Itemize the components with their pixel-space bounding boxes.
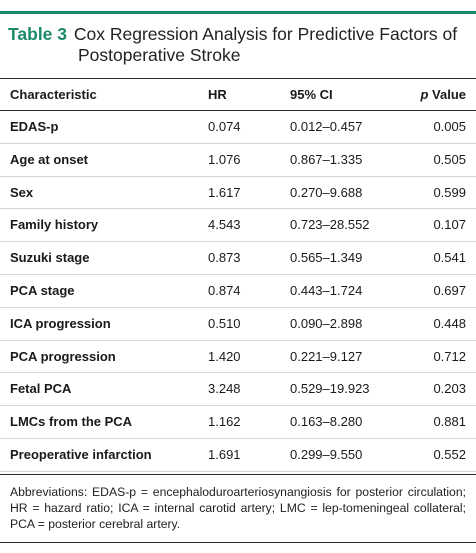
table-title-line1: Cox Regression Analysis for Predictive F… bbox=[73, 24, 458, 44]
cell-p-value: 0.712 bbox=[433, 348, 466, 364]
cell-ci: 0.163–8.280 bbox=[290, 414, 363, 430]
cell-p-value: 0.599 bbox=[433, 184, 466, 200]
table-bottom-rule bbox=[0, 474, 476, 475]
cell-characteristic: Suzuki stage bbox=[10, 250, 90, 266]
cell-ci: 0.299–9.550 bbox=[290, 446, 363, 462]
cell-ci: 0.443–1.724 bbox=[290, 282, 363, 298]
cell-ci: 0.012–0.457 bbox=[290, 119, 363, 134]
table-row: Family history 4.543 0.723–28.552 0.107 bbox=[0, 209, 476, 243]
table-row: PCA stage 0.874 0.443–1.724 0.697 bbox=[0, 275, 476, 308]
table-label: Table 3 bbox=[8, 24, 68, 44]
table-caption: Table 3 Cox Regression Analysis for Pred… bbox=[8, 24, 468, 66]
header-ci: 95% CI bbox=[290, 87, 333, 102]
cell-ci: 0.723–28.552 bbox=[290, 217, 370, 233]
cell-characteristic: ICA progression bbox=[10, 315, 111, 331]
cell-hr: 1.691 bbox=[208, 446, 241, 462]
header-p-rest: Value bbox=[428, 87, 466, 102]
table-title-line2: Postoperative Stroke bbox=[78, 45, 241, 65]
cell-p-value: 0.005 bbox=[433, 119, 466, 134]
table-row: EDAS-p 0.074 0.012–0.457 0.005 bbox=[0, 111, 476, 144]
cell-ci: 0.221–9.127 bbox=[290, 348, 363, 364]
header-hr: HR bbox=[208, 87, 227, 102]
cell-characteristic: Age at onset bbox=[10, 151, 89, 167]
cell-p-value: 0.697 bbox=[433, 282, 466, 298]
cell-hr: 1.420 bbox=[208, 348, 241, 364]
cell-hr: 1.076 bbox=[208, 151, 241, 167]
cell-p-value: 0.203 bbox=[433, 381, 466, 397]
cell-characteristic: Family history bbox=[10, 217, 99, 233]
table-row: LMCs from the PCA 1.162 0.163–8.280 0.881 bbox=[0, 406, 476, 439]
cell-hr: 1.162 bbox=[208, 414, 241, 430]
table-row: Fetal PCA 3.248 0.529–19.923 0.203 bbox=[0, 373, 476, 407]
cell-hr: 0.510 bbox=[208, 315, 241, 331]
header-p-value: p Value bbox=[420, 79, 466, 110]
table-row: Age at onset 1.076 0.867–1.335 0.505 bbox=[0, 144, 476, 177]
table-row: Sex 1.617 0.270–9.688 0.599 bbox=[0, 177, 476, 210]
cell-hr: 4.543 bbox=[208, 217, 241, 233]
cell-ci: 0.529–19.923 bbox=[290, 381, 370, 397]
cell-hr: 0.074 bbox=[208, 119, 241, 134]
table-row: Preoperative infarction 1.691 0.299–9.550 0… bbox=[0, 439, 476, 472]
cell-p-value: 0.552 bbox=[433, 446, 466, 462]
cell-p-value: 0.881 bbox=[433, 414, 466, 430]
footnote-bottom-rule bbox=[0, 542, 476, 543]
cell-characteristic: Sex bbox=[10, 184, 34, 200]
cell-ci: 0.090–2.898 bbox=[290, 315, 363, 331]
cell-ci: 0.867–1.335 bbox=[290, 151, 363, 167]
cox-regression-table: Characteristic HR 95% CI p Value EDAS-p 0… bbox=[0, 78, 476, 472]
cell-characteristic: EDAS-p bbox=[10, 119, 59, 134]
cell-characteristic: LMCs from the PCA bbox=[10, 414, 133, 430]
cell-ci: 0.565–1.349 bbox=[290, 250, 363, 266]
cell-characteristic: Preoperative infarction bbox=[10, 446, 152, 462]
cell-p-value: 0.541 bbox=[433, 250, 466, 266]
top-accent-rule bbox=[0, 11, 476, 14]
cell-p-value: 0.505 bbox=[433, 151, 466, 167]
table-row: Suzuki stage 0.873 0.565–1.349 0.541 bbox=[0, 242, 476, 275]
cell-hr: 3.248 bbox=[208, 381, 241, 397]
cell-p-value: 0.448 bbox=[433, 315, 466, 331]
header-p-italic: p bbox=[420, 87, 429, 102]
cell-hr: 1.617 bbox=[208, 184, 241, 200]
cell-ci: 0.270–9.688 bbox=[290, 184, 363, 200]
table-body: EDAS-p 0.074 0.012–0.457 0.005 Age at onset 1… bbox=[0, 111, 476, 472]
table-header-row: Characteristic HR 95% CI p Value bbox=[0, 78, 476, 111]
cell-p-value: 0.107 bbox=[433, 217, 466, 233]
table-row: ICA progression 0.510 0.090–2.898 0.448 bbox=[0, 308, 476, 341]
table-footnote: Abbreviations: EDAS-p = encephaloduroart… bbox=[10, 485, 466, 531]
cell-characteristic: PCA progression bbox=[10, 348, 116, 364]
cell-hr: 0.874 bbox=[208, 282, 241, 298]
cell-characteristic: Fetal PCA bbox=[10, 381, 72, 397]
cell-characteristic: PCA stage bbox=[10, 282, 75, 298]
header-characteristic: Characteristic bbox=[10, 87, 97, 102]
cell-hr: 0.873 bbox=[208, 250, 241, 266]
table-row: PCA progression 1.420 0.221–9.127 0.712 bbox=[0, 341, 476, 374]
